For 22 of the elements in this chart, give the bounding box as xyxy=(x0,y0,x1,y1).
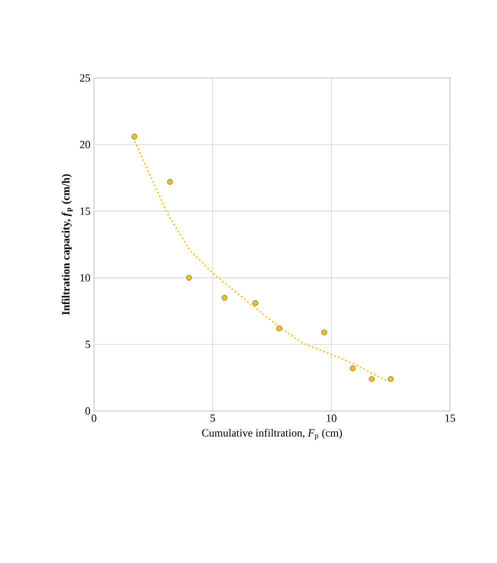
point xyxy=(252,300,258,306)
point xyxy=(222,294,228,301)
y-tick-label: 5 xyxy=(86,340,90,348)
x-tick-label: 15 xyxy=(445,414,456,422)
y-tick-label: 25 xyxy=(80,74,90,82)
point xyxy=(321,330,328,336)
y-tick-label: 0 xyxy=(85,407,90,415)
point xyxy=(132,134,138,140)
point xyxy=(350,366,356,372)
point xyxy=(186,274,192,281)
point xyxy=(388,376,394,382)
x-tick-label: 5 xyxy=(210,414,215,422)
y-axis-title: Infiltration capacity, f$_{p}$ (cm/h) xyxy=(62,174,73,315)
point xyxy=(368,376,375,382)
x-tick-label: 10 xyxy=(326,414,336,422)
y-tick-label: 10 xyxy=(80,274,90,282)
x-axis-title: Cumulative infiltration, F$_{p}$ (cm) xyxy=(202,428,342,440)
x-tick-label: 0 xyxy=(92,414,96,422)
y-tick-label: 20 xyxy=(80,140,90,148)
y-tick-label: 15 xyxy=(80,208,90,215)
point xyxy=(276,326,282,332)
point xyxy=(167,179,173,185)
